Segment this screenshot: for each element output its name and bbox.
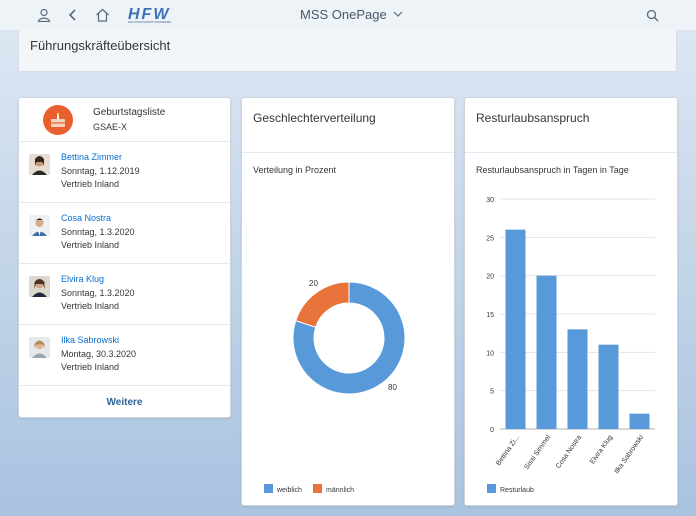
y-tick-label: 5 <box>490 389 494 396</box>
gender-card-subtitle: Verteilung in Prozent <box>253 165 337 175</box>
vacation-card-subtitle: Resturlaubsanspruch in Tagen in Tage <box>476 165 629 175</box>
person-birthday: Sonntag, 1.12.2019 <box>61 166 140 176</box>
x-tick-label: Elvira Klug <box>589 434 614 466</box>
gender-card-title: Geschlechterverteilung <box>253 111 376 125</box>
x-tick-label: Cosa Nostra <box>555 434 583 470</box>
list-item[interactable]: Ilka Sabrowski Montag, 30.3.2020 Vertrie… <box>19 325 230 386</box>
avatar <box>29 276 50 297</box>
person-department: Vertrieb Inland <box>61 179 120 189</box>
donut-chart: 80 20 weiblich männlich <box>264 279 406 494</box>
home-icon[interactable] <box>93 6 111 24</box>
x-tick-label: Bettina Zi... <box>495 434 521 467</box>
person-department: Vertrieb Inland <box>61 240 120 250</box>
card-divider <box>465 152 677 153</box>
avatar <box>29 215 50 236</box>
gender-card: Geschlechterverteilung Verteilung in Pro… <box>241 97 455 506</box>
birthday-card-header: Geburtstagsliste GSAE-X <box>19 98 230 142</box>
person-birthday: Montag, 30.3.2020 <box>61 349 137 359</box>
person-department: Vertrieb Inland <box>61 362 120 372</box>
legend-swatch <box>313 484 322 493</box>
legend-label-weiblich: weiblich <box>276 487 302 494</box>
donut-slice-weiblich <box>292 281 406 395</box>
person-name: Bettina Zimmer <box>61 152 123 162</box>
list-item[interactable]: Cosa Nostra Sonntag, 1.3.2020 Vertrieb I… <box>19 203 230 264</box>
list-item[interactable]: Bettina Zimmer Sonntag, 1.12.2019 Vertri… <box>19 142 230 203</box>
person-name: Elvira Klug <box>61 274 105 284</box>
y-tick-label: 25 <box>486 235 494 242</box>
bar-Ilka Sabrowski <box>629 413 650 429</box>
chevron-down-icon <box>393 11 403 17</box>
bar-Elvira Klug <box>598 344 619 429</box>
x-tick-label: Sissi Simmel <box>523 434 552 471</box>
list-item[interactable]: Elvira Klug Sonntag, 1.3.2020 Vertrieb I… <box>19 264 230 325</box>
vacation-card: Resturlaubsanspruch Resturlaubsanspruch … <box>464 97 678 506</box>
bar-Cosa Nostra <box>567 329 588 429</box>
bar-Bettina Zi... <box>505 229 526 429</box>
shell-bar: HFW HOLZVERARBEITUNGSWERK MSS OnePage <box>0 0 696 30</box>
avatar <box>29 337 50 358</box>
legend-label-männlich: männlich <box>326 487 354 494</box>
bar-Sissi Simmel <box>536 275 557 429</box>
slice-value-label: 80 <box>388 383 397 392</box>
search-icon[interactable] <box>643 6 661 24</box>
birthday-list-title: Geburtstagsliste <box>93 107 166 118</box>
donut-slice-männlich <box>295 281 350 328</box>
person-department: Vertrieb Inland <box>61 301 120 311</box>
person-name: Ilka Sabrowski <box>61 335 120 345</box>
legend-swatch <box>487 484 496 493</box>
y-tick-label: 30 <box>486 197 494 204</box>
slice-value-label: 20 <box>309 279 318 288</box>
y-tick-label: 10 <box>486 350 494 357</box>
legend-swatch <box>264 484 273 493</box>
company-logo: HFW HOLZVERARBEITUNGSWERK <box>128 6 172 24</box>
vacation-card-title: Resturlaubsanspruch <box>476 111 590 125</box>
app-title-menu[interactable]: MSS OnePage <box>300 7 403 22</box>
y-tick-label: 0 <box>490 427 494 434</box>
person-name: Cosa Nostra <box>61 213 112 223</box>
y-tick-label: 15 <box>486 312 494 319</box>
app-title: MSS OnePage <box>300 7 387 22</box>
y-tick-label: 20 <box>486 274 494 281</box>
legend-label-Resturlaub: Resturlaub <box>500 487 534 494</box>
person-birthday: Sonntag, 1.3.2020 <box>61 227 135 237</box>
page-header: Führungskräfteübersicht <box>18 30 677 72</box>
person-birthday: Sonntag, 1.3.2020 <box>61 288 135 298</box>
bar-chart: 0 5 10 15 20 25 30 Bettina Zi... Sissi Simmel Cos… <box>486 197 655 494</box>
card-divider <box>242 152 454 153</box>
x-tick-label: Ilka Sabrowski <box>614 434 646 475</box>
birthday-card: Geburtstagsliste GSAE-X Bettina Zimmer S… <box>18 97 231 418</box>
user-icon[interactable] <box>35 6 53 24</box>
more-button[interactable]: Weitere <box>106 397 143 408</box>
avatar <box>29 154 50 175</box>
back-icon[interactable] <box>64 6 82 24</box>
cake-icon <box>43 105 73 135</box>
birthday-list-subtitle: GSAE-X <box>93 122 128 132</box>
page-title: Führungskräfteübersicht <box>30 38 171 53</box>
